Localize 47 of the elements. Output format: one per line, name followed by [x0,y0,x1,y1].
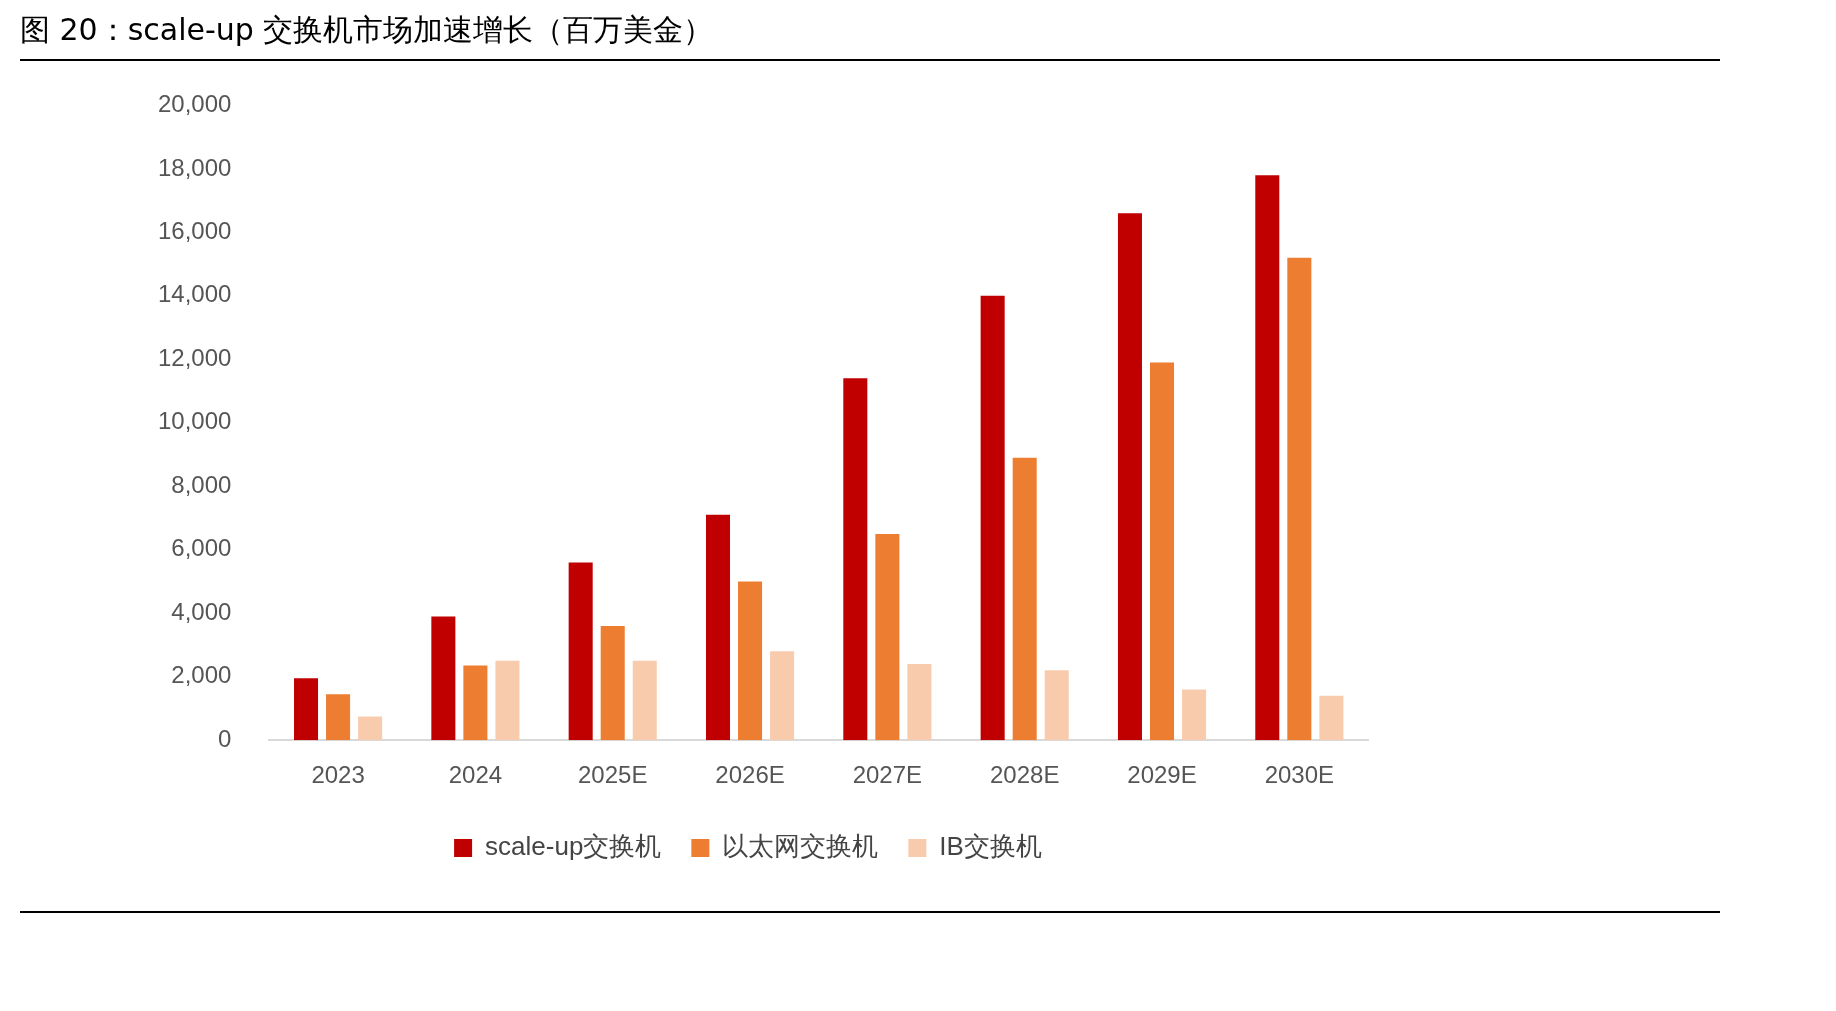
legend-label: 以太网交换机 [722,831,879,862]
bar [1012,457,1037,741]
y-tick-label: 0 [218,724,232,752]
bar [1255,175,1280,741]
x-tick-label: 2027E [852,761,923,789]
bar [1117,213,1142,741]
bar [1182,689,1207,741]
bar [907,664,932,741]
y-tick-label: 8,000 [171,470,232,498]
y-tick-label: 16,000 [158,216,232,244]
bar [843,378,868,741]
bar [568,562,593,741]
bar [980,295,1005,741]
x-tick-label: 2025E [578,761,648,789]
bar [1287,257,1312,741]
bar [1150,362,1175,741]
chart-title: 图 20：scale-up 交换机市场加速增长（百万美金） [19,11,715,49]
bar [294,678,319,741]
y-tick-label: 18,000 [158,153,232,181]
x-tick-label: 2024 [448,761,503,789]
y-tick-label: 20,000 [158,90,232,118]
bar [1319,695,1344,741]
y-tick-label: 14,000 [158,280,232,308]
x-tick-label: 2029E [1127,761,1197,789]
legend-label: scale-up交换机 [485,831,662,862]
x-tick-label: 2026E [715,761,785,789]
y-tick-label: 12,000 [158,343,232,371]
y-tick-label: 2,000 [171,661,232,689]
bar [705,514,731,741]
y-tick-label: 10,000 [158,407,232,435]
x-tick-label: 2023 [311,761,365,789]
y-tick-label: 4,000 [171,597,232,625]
bar [738,581,763,741]
legend-label: IB交换机 [939,831,1042,862]
x-tick-label: 2030E [1264,761,1335,789]
bar [770,651,795,741]
bar [431,616,456,741]
bar [463,665,488,741]
y-tick-label: 6,000 [171,534,232,562]
bar [632,660,657,741]
bar [600,625,625,741]
bar [495,660,520,741]
bar [358,716,383,741]
x-tick-label: 2028E [989,761,1060,789]
bar [875,533,900,741]
bar [326,694,351,741]
bar [1044,670,1069,741]
